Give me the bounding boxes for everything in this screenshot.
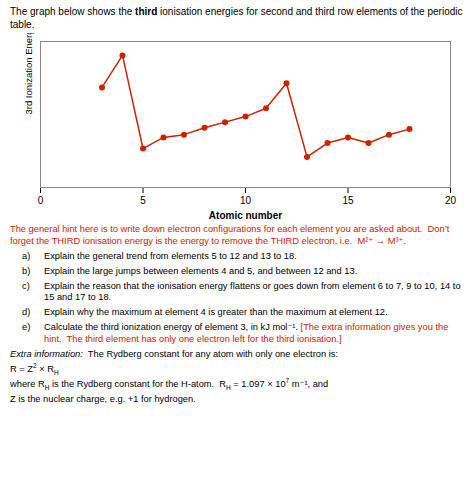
html-text:Explain the general trend from: Explain the general trend from elements … — [44, 250, 297, 261]
svg-text:20: 20 — [445, 195, 457, 206]
html-text:The graph below shows the thir: The graph below shows the third ionisati… — [10, 6, 466, 30]
html-text:The general hint here is to wr: The general hint here is to write down e… — [10, 224, 452, 246]
html-text:Z is the nuclear charge, e.g.: Z is the nuclear charge, e.g. +1 for hyd… — [10, 393, 196, 404]
html-text:7m ⁻¹, and: 7m ⁻¹, and — [285, 376, 329, 389]
svg-text:15: 15 — [342, 195, 354, 206]
html-text:c): c) — [22, 280, 30, 291]
html-text:Explain the large jumps betwee: Explain the large jumps between elements… — [44, 265, 358, 276]
html-text:e): e) — [22, 322, 31, 333]
html-text:b): b) — [22, 265, 31, 276]
svg-text:3rd Ionization Energy (kJ/mol): 3rd Ionization Energy (kJ/mol) — [23, 33, 34, 115]
html-text:where RHis the Rydberg constan: where RHis the Rydberg constant for the … — [10, 378, 286, 391]
html-text:Calculate the third ionization: Calculate the third ionization energy of… — [44, 322, 451, 345]
html-text:d): d) — [22, 307, 31, 318]
svg-text:Atomic number: Atomic number — [209, 210, 282, 221]
html-text:a): a) — [22, 250, 31, 261]
html-text:Extra information: The Rydberg: Extra information: The Rydberg constant … — [10, 349, 338, 359]
svg-text:10: 10 — [240, 195, 252, 206]
svg-text:0: 0 — [38, 195, 44, 206]
html-text:Explain why the maximum at ele: Explain why the maximum at element 4 is … — [44, 307, 388, 318]
html-text:Explain the reason that the io: Explain the reason that the ionisation e… — [44, 280, 464, 303]
svg-text:5: 5 — [140, 195, 146, 206]
html-text:R = Z2× RH: R = Z2× RH — [10, 361, 59, 376]
